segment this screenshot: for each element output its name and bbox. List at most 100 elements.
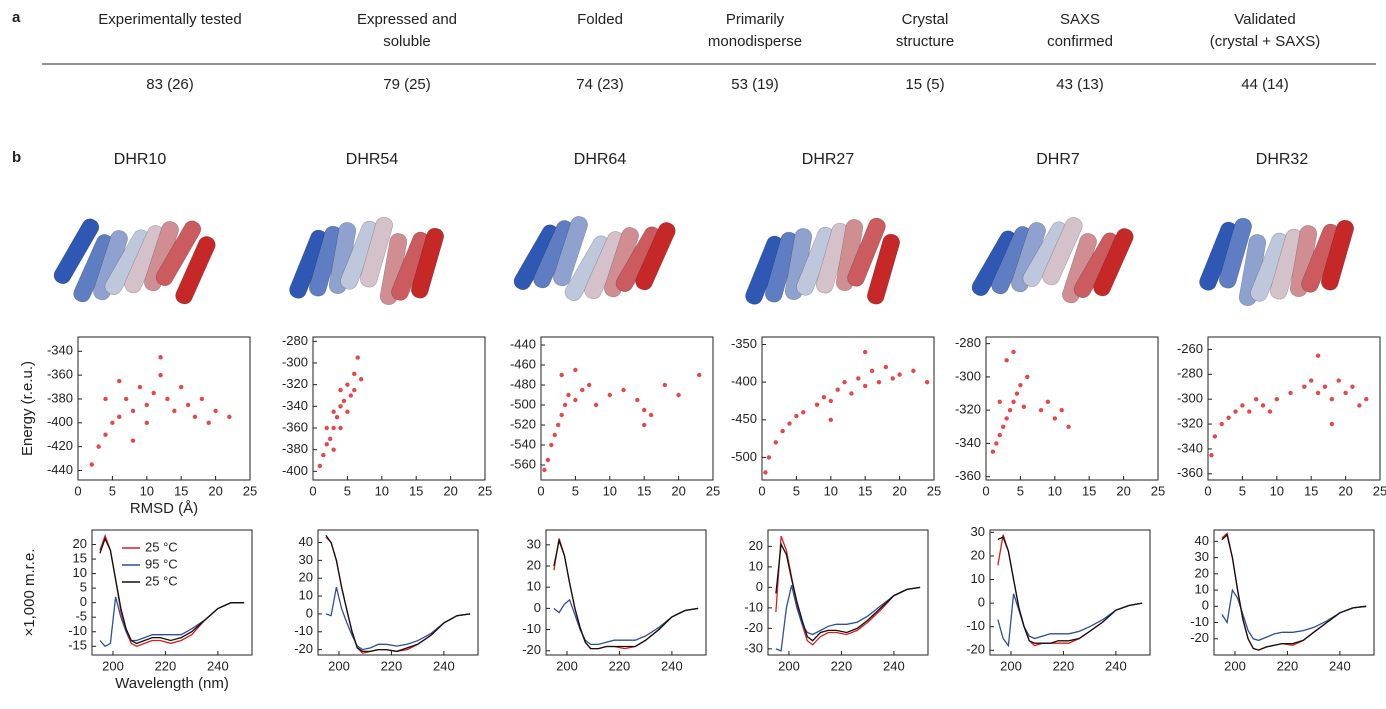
point xyxy=(1357,403,1361,407)
y-tick-label: -560 xyxy=(510,456,536,471)
plot-frame xyxy=(541,337,713,480)
point xyxy=(138,385,142,389)
x-tick-label: 220 xyxy=(1053,658,1075,673)
point xyxy=(549,443,553,447)
x-tick-label: 10 xyxy=(1048,483,1062,498)
y-tick-label: -380 xyxy=(47,390,73,405)
y-tick-label: -280 xyxy=(282,333,308,348)
y-tick-label: -350 xyxy=(731,336,757,351)
y-tick-label: 40 xyxy=(1195,533,1209,548)
x-tick-label: 25 xyxy=(478,483,492,498)
series-line xyxy=(1222,535,1366,650)
x-tick-label: 15 xyxy=(858,483,872,498)
x-tick-label: 240 xyxy=(1329,658,1351,673)
point xyxy=(1364,397,1368,401)
point xyxy=(1213,434,1217,438)
y-tick-label: 10 xyxy=(1195,582,1209,597)
x-tick-label: 240 xyxy=(207,658,229,673)
point xyxy=(573,368,577,372)
point xyxy=(1015,391,1019,395)
point xyxy=(1008,408,1012,412)
plot-frame xyxy=(990,530,1150,655)
plot-area xyxy=(763,350,929,475)
y-tick-label: -360 xyxy=(1177,465,1203,480)
column-header: soluble xyxy=(383,33,431,50)
series-line xyxy=(554,600,698,645)
point xyxy=(822,395,826,399)
y-tick-label: 30 xyxy=(1195,549,1209,564)
point xyxy=(213,409,217,413)
point xyxy=(151,391,155,395)
column-header: Folded xyxy=(577,11,623,28)
y-tick-label: -10 xyxy=(1190,614,1209,629)
x-tick-label: 15 xyxy=(174,483,188,498)
series-line xyxy=(1222,590,1366,640)
y-tick-label: -10 xyxy=(294,623,313,638)
x-tick-label: 10 xyxy=(603,483,617,498)
point xyxy=(338,388,342,392)
point xyxy=(829,399,833,403)
x-tick-label: 240 xyxy=(661,658,683,673)
x-tick-label: 20 xyxy=(1116,483,1130,498)
x-tick-label: 5 xyxy=(344,483,351,498)
y-tick-label: -10 xyxy=(966,618,985,633)
point xyxy=(1350,385,1354,389)
point xyxy=(193,415,197,419)
x-tick-label: 240 xyxy=(883,658,905,673)
y-tick-label: 15 xyxy=(73,551,87,566)
point xyxy=(556,423,560,427)
plot-frame xyxy=(78,337,250,480)
x-tick-label: 200 xyxy=(556,658,578,673)
x-tick-label: 5 xyxy=(109,483,116,498)
point xyxy=(172,409,176,413)
point xyxy=(608,393,612,397)
point xyxy=(774,440,778,444)
y-tick-label: 0 xyxy=(978,595,985,610)
point xyxy=(103,397,107,401)
table-cell: 74 (23) xyxy=(576,76,624,93)
column-header: Crystal xyxy=(902,11,949,28)
y-tick-label: 0 xyxy=(756,579,763,594)
y-tick-label: -30 xyxy=(744,640,763,655)
y-tick-label: 20 xyxy=(749,538,763,553)
x-tick-label: 200 xyxy=(102,658,124,673)
point xyxy=(1004,416,1008,420)
point xyxy=(1011,350,1015,354)
y-tick-label: 0 xyxy=(306,605,313,620)
point xyxy=(352,388,356,392)
column-header: confirmed xyxy=(1047,33,1113,50)
series-line xyxy=(776,544,920,640)
series-line xyxy=(326,587,470,650)
point xyxy=(1261,403,1265,407)
point xyxy=(158,355,162,359)
y-tick-label: 20 xyxy=(73,536,87,551)
point xyxy=(1254,397,1258,401)
point xyxy=(573,398,577,402)
y-tick-label: -450 xyxy=(731,411,757,426)
series-line xyxy=(554,541,698,649)
y-tick-label: -20 xyxy=(522,642,541,657)
y-tick-label: -300 xyxy=(282,354,308,369)
x-tick-label: 200 xyxy=(1000,658,1022,673)
y-tick-label: 30 xyxy=(971,524,985,539)
x-tick-label: 10 xyxy=(1270,483,1284,498)
y-tick-label: -440 xyxy=(510,336,536,351)
y-tick-label: -520 xyxy=(510,416,536,431)
y-tick-label: -20 xyxy=(294,641,313,656)
point xyxy=(559,413,563,417)
y-tick-label: -20 xyxy=(966,642,985,657)
point xyxy=(145,421,149,425)
plot-area xyxy=(542,368,701,472)
point xyxy=(676,393,680,397)
plot-area xyxy=(326,535,470,653)
y-tick-label: 40 xyxy=(299,534,313,549)
y-tick-label: -280 xyxy=(1177,366,1203,381)
plot-area xyxy=(90,355,232,467)
y-tick-label: -360 xyxy=(955,468,981,483)
point xyxy=(335,415,339,419)
structure-icon xyxy=(287,215,445,306)
y-tick-label: -500 xyxy=(510,396,536,411)
x-tick-label: 25 xyxy=(1151,483,1165,498)
point xyxy=(331,447,335,451)
structure-icon xyxy=(743,216,901,307)
